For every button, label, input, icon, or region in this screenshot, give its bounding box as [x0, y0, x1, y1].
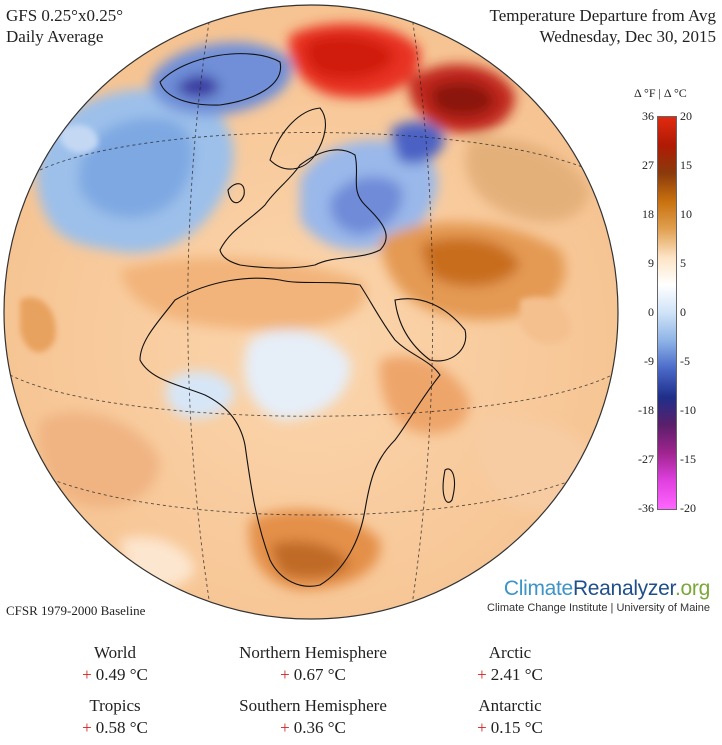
stat-label: Arctic	[488, 643, 532, 662]
logo-part-1: Climate	[503, 577, 573, 600]
logo-part-2: Reanalyzer	[572, 577, 675, 600]
stat-world: World +0.49 °C	[15, 642, 215, 686]
period-label: Daily Average	[6, 27, 104, 46]
stat-label: World	[93, 643, 137, 662]
legend-tick-c: 10	[680, 207, 692, 221]
branding: ClimateReanalyzer.org Climate Change Ins…	[470, 577, 710, 614]
legend-tick-f: -36	[638, 501, 654, 515]
legend-tick-f: -27	[638, 452, 654, 466]
legend-tick-c: 20	[680, 109, 692, 123]
legend-tick-c: -5	[680, 354, 690, 368]
legend-colorbar	[657, 116, 677, 510]
stat-northern-hemisphere: Northern Hemisphere +0.67 °C	[213, 642, 413, 686]
legend-tick-c: -20	[680, 501, 696, 515]
legend-tick-f: 0	[648, 305, 654, 319]
stat-southern-hemisphere: Southern Hemisphere +0.36 °C	[213, 695, 413, 739]
legend-tick-f: 18	[642, 207, 654, 221]
stat-sign: +	[82, 718, 92, 737]
legend-tick-c: -10	[680, 403, 696, 417]
coastlines	[139, 53, 467, 587]
stat-sign: +	[280, 665, 290, 684]
globe-outline	[3, 4, 619, 620]
logo-part-3: .org	[675, 577, 710, 600]
stat-label: Southern Hemisphere	[239, 696, 387, 715]
stat-sign: +	[82, 665, 92, 684]
baseline-label: CFSR 1979-2000 Baseline	[6, 603, 146, 618]
site-logo[interactable]: ClimateReanalyzer.org	[470, 577, 710, 601]
legend-tick-f: 9	[648, 256, 654, 270]
stat-sign: +	[280, 718, 290, 737]
stat-value: 0.49 °C	[95, 665, 148, 684]
institution-label: Climate Change Institute | University of…	[487, 602, 710, 614]
legend-tick-c: 5	[680, 256, 686, 270]
legend-tick-c: -15	[680, 452, 696, 466]
model-info: GFS 0.25°x0.25° Daily Average	[6, 5, 123, 47]
legend-tick-f: -18	[638, 403, 654, 417]
stat-sign: +	[477, 665, 487, 684]
color-legend: Δ °F | Δ °C 36 20 27 15 18 10 9 5 0 0 -9 -5 -18 -10 -2…	[628, 86, 722, 526]
stat-label: Antarctic	[478, 696, 542, 715]
map-title: Temperature Departure from Avg	[489, 6, 716, 25]
graticule	[9, 9, 613, 613]
legend-tick-f: 36	[642, 109, 654, 123]
stat-value: 2.41 °C	[490, 665, 543, 684]
stat-label: Tropics	[89, 696, 141, 715]
map-date: Wednesday, Dec 30, 2015	[539, 27, 716, 46]
stat-value: 0.67 °C	[293, 665, 346, 684]
stat-tropics: Tropics +0.58 °C	[15, 695, 215, 739]
stat-sign: +	[477, 718, 487, 737]
stat-label: Northern Hemisphere	[239, 643, 387, 662]
stat-value: 0.36 °C	[293, 718, 346, 737]
stat-antarctic: Antarctic +0.15 °C	[410, 695, 610, 739]
legend-tick-f: 27	[642, 158, 654, 172]
stat-arctic: Arctic +2.41 °C	[410, 642, 610, 686]
title-block: Temperature Departure from Avg Wednesday…	[490, 5, 716, 47]
legend-tick-c: 0	[680, 305, 686, 319]
globe-surface	[4, 5, 618, 619]
stat-value: 0.58 °C	[95, 718, 148, 737]
model-label: GFS 0.25°x0.25°	[6, 6, 124, 25]
stat-value: 0.15 °C	[490, 718, 543, 737]
legend-tick-c: 15	[680, 158, 692, 172]
legend-header: Δ °F | Δ °C	[634, 86, 687, 100]
legend-tick-f: -9	[644, 354, 654, 368]
